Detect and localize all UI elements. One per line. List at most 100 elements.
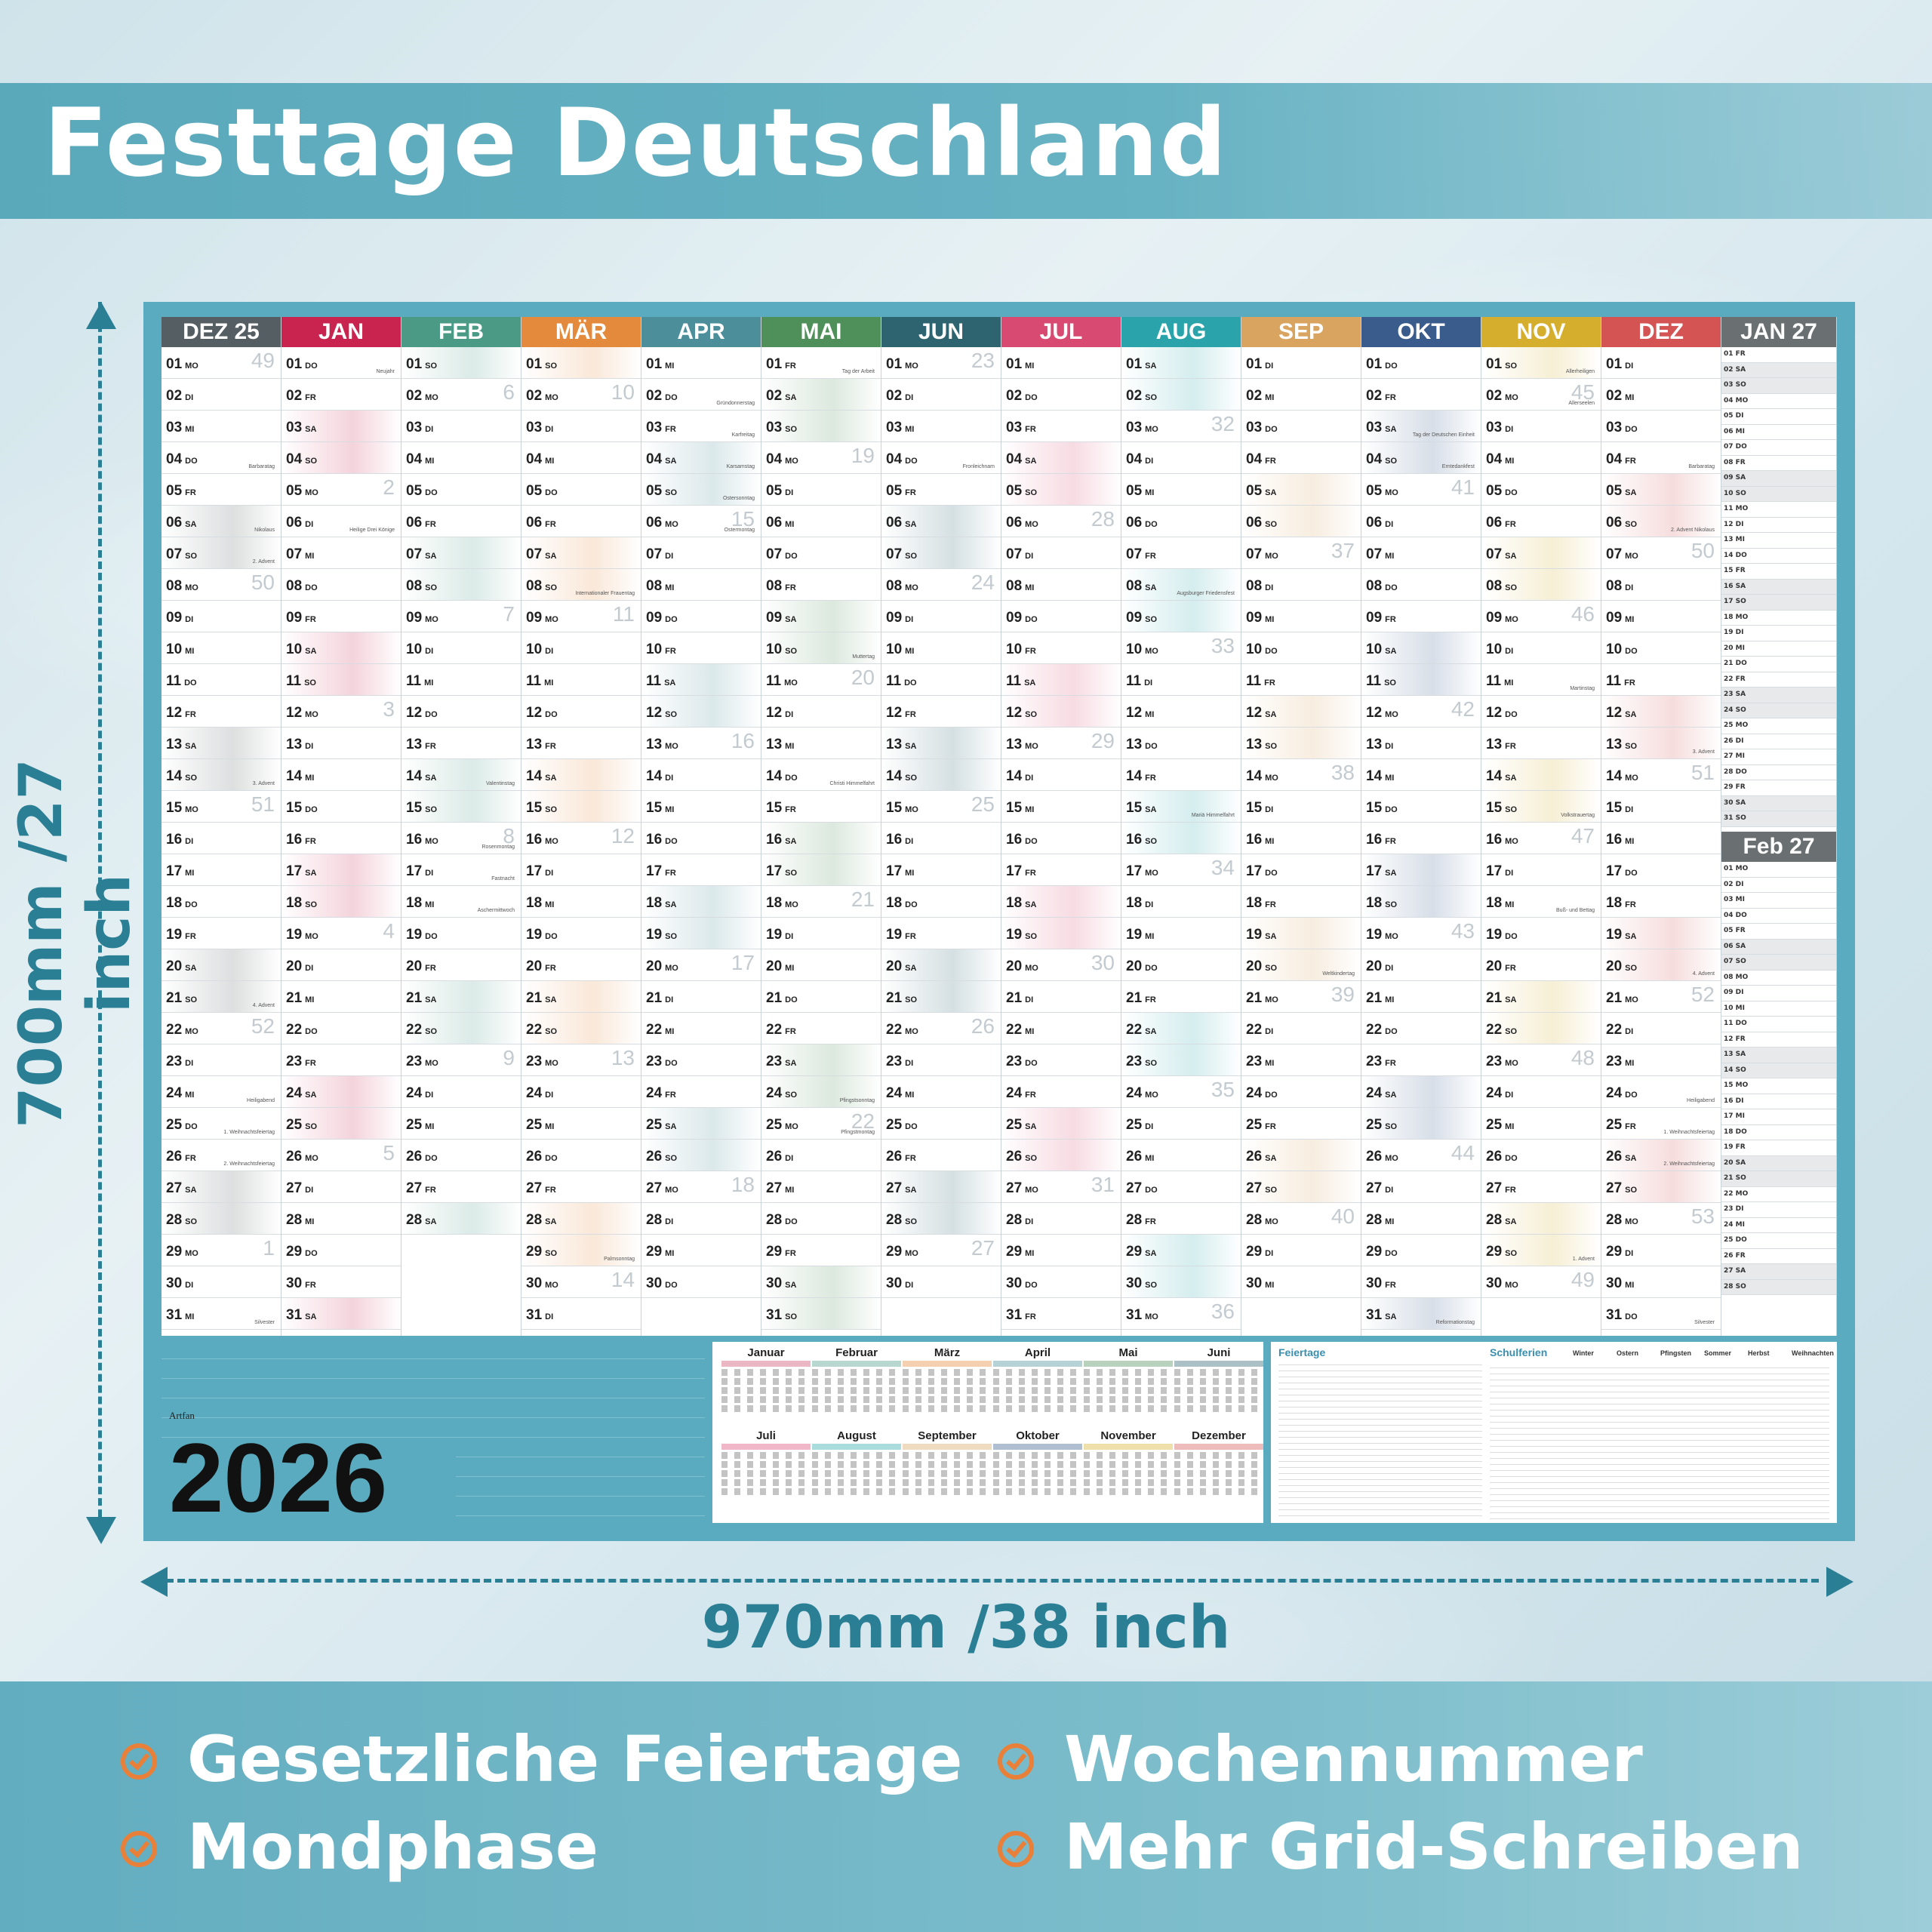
day-cell[interactable]: 13 SA [162,728,281,759]
day-cell[interactable]: 18 SO [1361,886,1481,918]
day-cell[interactable]: 07 MO 50 [1601,537,1721,569]
day-cell[interactable]: 22 DI [1601,1013,1721,1044]
day-cell[interactable]: 27 DI [281,1171,401,1203]
day-cell[interactable]: 02 MO 45 Allerseelen [1481,379,1601,411]
day-cell[interactable]: 03 DO [1241,411,1361,442]
day-cell[interactable]: 18 SA [1001,886,1121,918]
day-cell[interactable]: 24 DI [401,1076,521,1108]
day-cell[interactable]: 21 DI [641,981,761,1013]
day-cell[interactable]: 15 MI [641,791,761,823]
day-cell[interactable]: 14 DI [641,759,761,791]
day-cell[interactable]: 19 SA [1601,918,1721,949]
day-cell[interactable]: 18 MO 21 [761,886,881,918]
day-cell[interactable]: 05 SO Ostersonntag [641,474,761,506]
day-cell[interactable]: 26 FR [1721,1249,1836,1264]
day-cell[interactable]: 05 DI [761,474,881,506]
day-cell[interactable]: 07 DO [761,537,881,569]
day-cell[interactable]: 30 DO [1001,1266,1121,1298]
day-cell[interactable]: 25 SA [1001,1108,1121,1140]
day-cell[interactable]: 09 SO [1121,601,1241,632]
day-cell[interactable]: 16 FR [281,823,401,854]
day-cell[interactable]: 13 MI [1721,533,1836,549]
day-cell[interactable]: 07 FR [1121,537,1241,569]
day-cell[interactable]: 25 MO [1721,718,1836,734]
day-cell[interactable]: 04 MI [1481,442,1601,474]
day-cell[interactable]: 23 MO 48 [1481,1044,1601,1076]
day-cell[interactable]: 27 FR [1481,1171,1601,1203]
day-cell[interactable]: 13 FR [521,728,641,759]
day-cell[interactable]: 27 SA [162,1171,281,1203]
day-cell[interactable]: 23 SO [1121,1044,1241,1076]
day-cell[interactable]: 23 SA [761,1044,881,1076]
day-cell[interactable]: 08 MO 24 [881,569,1001,601]
day-cell[interactable]: 18 SA [641,886,761,918]
day-cell[interactable]: 29 DI [1601,1235,1721,1266]
day-cell[interactable]: 13 FR [1481,728,1601,759]
day-cell[interactable]: 12 DO [401,696,521,728]
day-cell[interactable]: 30 DI [162,1266,281,1298]
day-cell[interactable]: 22 FR [1721,672,1836,688]
day-cell[interactable]: 17 DI [1481,854,1601,886]
day-cell[interactable]: 20 DI [1361,949,1481,981]
day-cell[interactable]: 10 FR [1001,632,1121,664]
day-cell[interactable]: 05 SA [1241,474,1361,506]
day-cell[interactable]: 10 DI [401,632,521,664]
day-cell[interactable]: 10 SO Muttertag [761,632,881,664]
day-cell[interactable]: 18 MO [1721,611,1836,626]
day-cell[interactable]: 12 MO 3 [281,696,401,728]
day-cell[interactable]: 26 FR [881,1140,1001,1171]
day-cell[interactable]: 20 FR [521,949,641,981]
day-cell[interactable]: 08 SO [1481,569,1601,601]
day-cell[interactable]: 03 DO [1601,411,1721,442]
day-cell[interactable]: 28 MO 40 [1241,1203,1361,1235]
day-cell[interactable]: 21 DO [1721,657,1836,672]
day-cell[interactable]: 19 SA [1241,918,1361,949]
day-cell[interactable]: 24 DI [1481,1076,1601,1108]
day-cell[interactable]: 30 FR [281,1266,401,1298]
day-cell[interactable]: 21 SO [1721,1171,1836,1187]
day-cell[interactable]: 03 SO [1721,378,1836,394]
day-cell[interactable]: 30 DI [881,1266,1001,1298]
day-cell[interactable]: 22 SO [521,1013,641,1044]
day-cell[interactable]: 16 MO 12 [521,823,641,854]
day-cell[interactable]: 16 MI [1241,823,1361,854]
day-cell[interactable]: 25 FR [1241,1108,1361,1140]
day-cell[interactable]: 15 MI [1001,791,1121,823]
day-cell[interactable]: 30 SO [1121,1266,1241,1298]
day-cell[interactable]: 04 SO Erntedankfest [1361,442,1481,474]
day-cell[interactable]: 01 DO Neujahr [281,347,401,379]
day-cell[interactable]: 31 SO [761,1298,881,1330]
day-cell[interactable]: 13 DO [1121,728,1241,759]
day-cell[interactable]: 07 SO 2. Advent [162,537,281,569]
day-cell[interactable]: 18 FR [1601,886,1721,918]
day-cell[interactable]: 14 SO 3. Advent [162,759,281,791]
day-cell[interactable]: 03 SO [761,411,881,442]
day-cell[interactable]: 29 SO Palmsonntag [521,1235,641,1266]
day-cell[interactable]: 27 MO 18 [641,1171,761,1203]
day-cell[interactable]: 07 DI [641,537,761,569]
day-cell[interactable]: 05 FR [162,474,281,506]
day-cell[interactable]: 11 SO [1361,664,1481,696]
day-cell[interactable]: 16 MI [1601,823,1721,854]
day-cell[interactable]: 08 FR [761,569,881,601]
day-cell[interactable]: 04 FR [1241,442,1361,474]
day-cell[interactable]: 26 DO [401,1140,521,1171]
day-cell[interactable]: 04 DI [1121,442,1241,474]
day-cell[interactable]: 25 MI [1481,1108,1601,1140]
day-cell[interactable]: 13 DI [1361,728,1481,759]
day-cell[interactable]: 15 SO [401,791,521,823]
day-cell[interactable]: 01 SO Allerheiligen [1481,347,1601,379]
day-cell[interactable]: 20 MI [761,949,881,981]
day-cell[interactable]: 12 SA [1601,696,1721,728]
day-cell[interactable]: 02 DI [162,379,281,411]
day-cell[interactable]: 22 MO [1721,1187,1836,1202]
day-cell[interactable]: 21 SA [1481,981,1601,1013]
day-cell[interactable]: 07 SO [1721,955,1836,971]
day-cell[interactable]: 17 DI Fastnacht [401,854,521,886]
day-cell[interactable]: 28 FR [1121,1203,1241,1235]
day-cell[interactable]: 10 SA [1361,632,1481,664]
day-cell[interactable]: 22 SO [1481,1013,1601,1044]
day-cell[interactable]: 02 SA [761,379,881,411]
day-cell[interactable]: 11 MI [401,664,521,696]
day-cell[interactable]: 05 MI [1121,474,1241,506]
